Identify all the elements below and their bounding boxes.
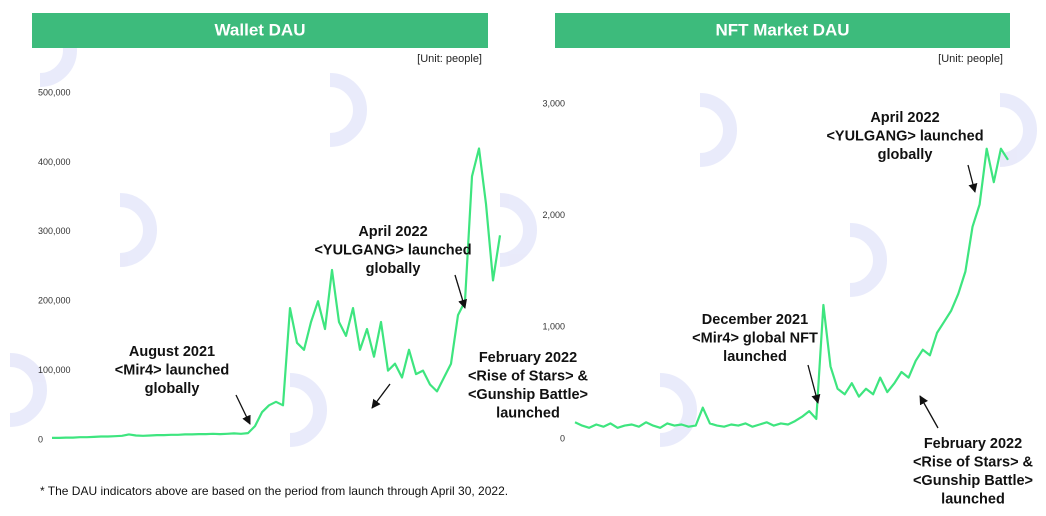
unit-label: [Unit: people] — [417, 53, 482, 65]
y-tick-label: 0 — [560, 433, 565, 443]
y-tick-label: 300,000 — [38, 226, 71, 236]
y-tick-label: 500,000 — [38, 87, 71, 97]
annotation: <Rise of Stars> & — [913, 454, 1034, 470]
arrow — [807, 364, 821, 404]
annotation: <YULGANG> launched — [826, 128, 983, 144]
annotation: globally — [145, 381, 200, 397]
y-tick-label: 200,000 — [38, 296, 71, 306]
arrow — [235, 394, 251, 425]
unit-label: [Unit: people] — [938, 53, 1003, 65]
y-tick-label: 100,000 — [38, 365, 71, 375]
annotation: <Gunship Battle> — [468, 387, 588, 403]
header-bar — [32, 13, 488, 48]
data-line — [574, 147, 1009, 429]
footnote: * The DAU indicators above are based on … — [40, 484, 508, 498]
annotation: globally — [878, 147, 933, 163]
chart-title: NFT Market DAU — [715, 20, 849, 39]
arrow — [919, 395, 939, 429]
arrow — [371, 383, 391, 409]
y-tick-label: 1,000 — [542, 322, 565, 332]
data-line — [52, 147, 502, 439]
annotation: April 2022 — [358, 224, 427, 240]
annotation: <Mir4> global NFT — [692, 330, 818, 346]
y-tick-label: 3,000 — [542, 98, 565, 108]
annotation: <YULGANG> launched — [314, 242, 471, 258]
annotation: globally — [366, 261, 421, 277]
annotation: April 2022 — [870, 110, 939, 126]
watermarks — [9, 13, 1037, 447]
y-tick-label: 2,000 — [542, 210, 565, 220]
annotation: launched — [723, 349, 787, 365]
annotation: December 2021 — [702, 312, 808, 328]
annotation: <Mir4> launched — [115, 362, 229, 378]
header-bar — [555, 13, 1010, 48]
annotation: February 2022 — [479, 350, 577, 366]
annotation: launched — [496, 405, 560, 421]
arrow — [454, 274, 467, 309]
y-tick-label: 400,000 — [38, 157, 71, 167]
annotation: February 2022 — [924, 436, 1022, 452]
annotation: <Rise of Stars> & — [468, 368, 589, 384]
arrow — [967, 164, 978, 193]
annotation: <Gunship Battle> — [913, 473, 1033, 489]
annotation: August 2021 — [129, 344, 215, 360]
chart-title: Wallet DAU — [215, 20, 306, 39]
annotation: launched — [941, 491, 1005, 507]
y-tick-label: 0 — [38, 434, 43, 444]
